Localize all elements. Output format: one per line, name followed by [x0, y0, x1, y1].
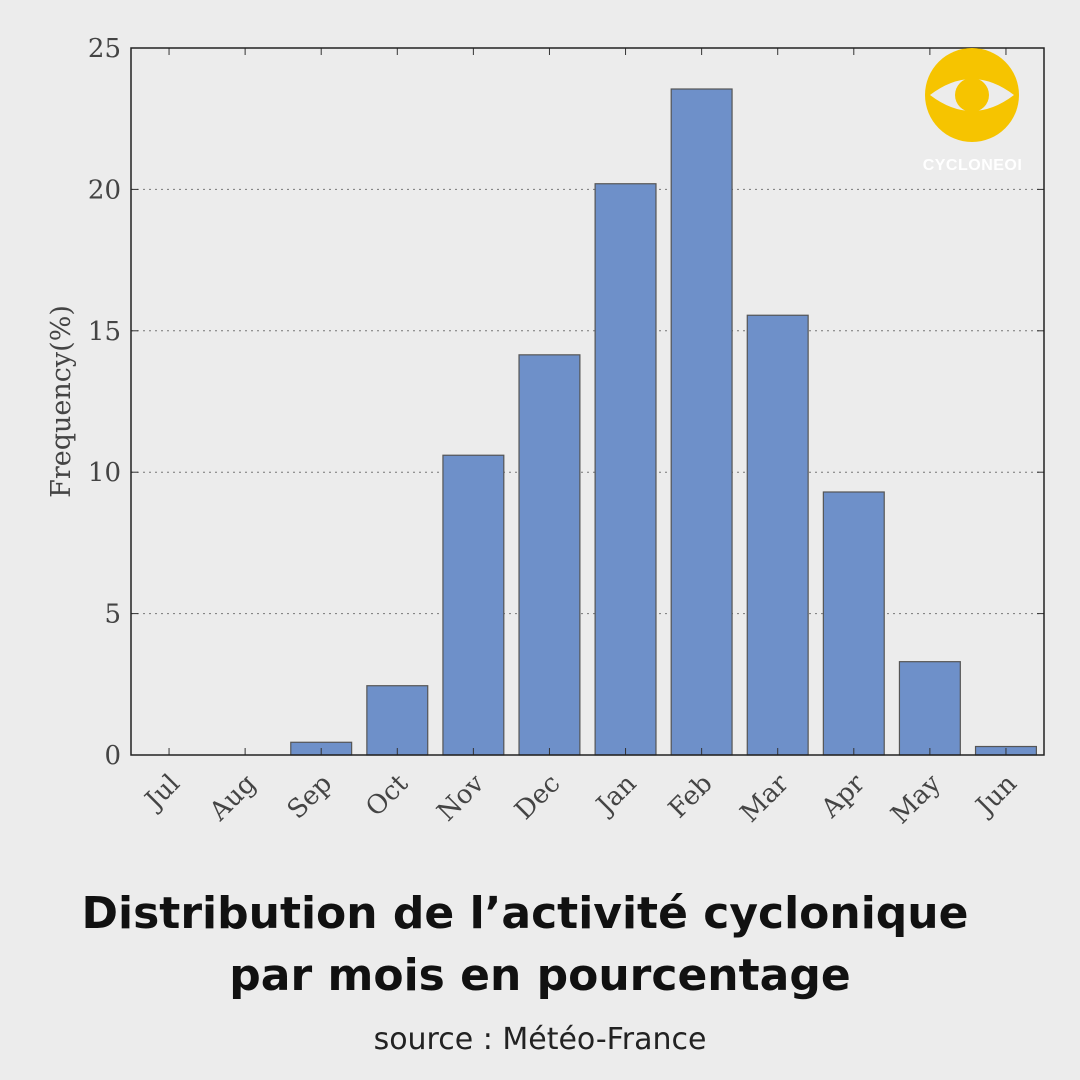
x-tick-label: Mar: [735, 768, 795, 828]
y-tick-label: 10: [88, 458, 121, 488]
bar-jan: [594, 183, 657, 756]
bar-chart: 0 5 10 15 20 25 Jul Aug Sep Oct Nov Dec Jan Feb Mar Apr…: [46, 34, 1045, 831]
x-tick-label: Jun: [969, 769, 1024, 824]
logo-text: CYCLONEOI: [922, 157, 1023, 174]
bar-feb: [670, 88, 733, 756]
caption-source: source : Météo-France: [373, 1022, 707, 1057]
y-tick-label: 5: [104, 600, 121, 630]
bar-nov: [442, 454, 505, 756]
y-tick-label: 25: [88, 34, 121, 64]
y-tick-label: 0: [104, 741, 121, 771]
x-tick-label: Jan: [589, 769, 643, 823]
bar-mar: [746, 314, 809, 756]
x-tick-label: Sep: [282, 769, 338, 825]
x-tick-label: Jul: [138, 769, 186, 817]
x-tick-label: Apr: [815, 768, 871, 824]
x-tick-label: Dec: [509, 769, 566, 826]
cycloneoi-logo: CYCLONEOI: [910, 45, 1035, 185]
x-tick-label: Aug: [203, 769, 262, 828]
caption-title-line-2: par mois en pourcentage: [229, 950, 851, 1001]
eye-logo-icon: [925, 48, 1019, 142]
x-tick-label: Oct: [360, 768, 414, 822]
chart-caption-title: Distribution de l’activité cyclonique pa…: [0, 883, 1080, 1007]
y-tick-label: 20: [88, 175, 121, 205]
x-tick-label: Feb: [663, 769, 719, 825]
bar-may: [898, 661, 961, 756]
bar-dec: [518, 354, 581, 756]
x-tick-label: May: [885, 769, 947, 831]
plot-frame: [130, 47, 1045, 756]
y-tick-label: 15: [88, 317, 121, 347]
y-axis-label: Frequency(%): [46, 305, 77, 498]
bar-oct: [366, 685, 429, 756]
x-tick-label: Nov: [432, 769, 491, 828]
caption-title-line-1: Distribution de l’activité cyclonique: [81, 888, 969, 939]
plot-area: [131, 48, 1044, 755]
bar-apr: [822, 491, 885, 756]
